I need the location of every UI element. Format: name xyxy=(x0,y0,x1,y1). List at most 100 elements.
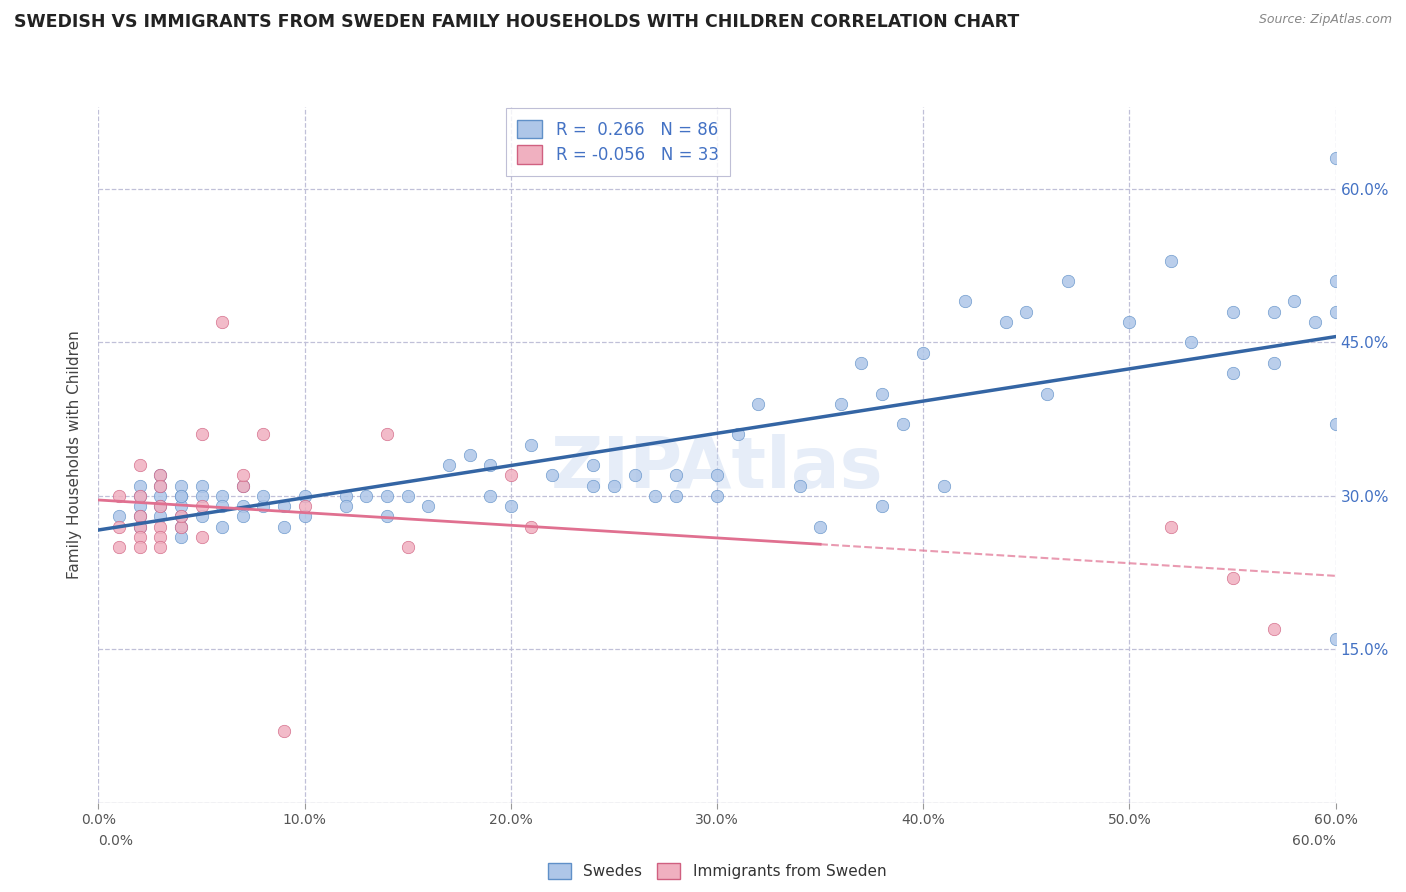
Point xyxy=(232,468,254,483)
Point xyxy=(994,315,1017,329)
Point xyxy=(870,386,893,401)
Point xyxy=(912,345,935,359)
Point xyxy=(1263,304,1285,318)
Point xyxy=(830,397,852,411)
Point xyxy=(1263,356,1285,370)
Point xyxy=(1118,315,1140,329)
Point xyxy=(375,509,398,524)
Point xyxy=(128,519,150,533)
Point xyxy=(603,478,626,492)
Point xyxy=(541,468,564,483)
Point xyxy=(211,519,233,533)
Point xyxy=(582,458,605,472)
Point xyxy=(1324,304,1347,318)
Point xyxy=(128,478,150,492)
Point xyxy=(190,478,212,492)
Point xyxy=(499,499,522,513)
Point xyxy=(1324,274,1347,288)
Point xyxy=(170,489,193,503)
Point xyxy=(1303,315,1326,329)
Point xyxy=(1324,632,1347,646)
Point xyxy=(1160,253,1182,268)
Point xyxy=(375,427,398,442)
Point xyxy=(851,356,873,370)
Point xyxy=(1222,366,1244,380)
Point xyxy=(665,489,688,503)
Point xyxy=(211,499,233,513)
Point xyxy=(1015,304,1038,318)
Point xyxy=(128,540,150,554)
Point xyxy=(149,509,172,524)
Point xyxy=(128,530,150,544)
Point xyxy=(190,499,212,513)
Text: ZIPAtlas: ZIPAtlas xyxy=(551,434,883,503)
Point xyxy=(170,489,193,503)
Point xyxy=(356,489,378,503)
Point xyxy=(149,540,172,554)
Point xyxy=(149,499,172,513)
Point xyxy=(437,458,460,472)
Point xyxy=(128,509,150,524)
Point xyxy=(149,478,172,492)
Point xyxy=(747,397,769,411)
Point xyxy=(458,448,481,462)
Point xyxy=(232,478,254,492)
Point xyxy=(1160,519,1182,533)
Point xyxy=(190,509,212,524)
Point xyxy=(953,294,976,309)
Text: 0.0%: 0.0% xyxy=(98,834,134,848)
Point xyxy=(335,499,357,513)
Point xyxy=(170,530,193,544)
Point xyxy=(335,489,357,503)
Point xyxy=(1284,294,1306,309)
Point xyxy=(190,489,212,503)
Point xyxy=(273,519,295,533)
Point xyxy=(128,509,150,524)
Point xyxy=(149,530,172,544)
Point xyxy=(706,489,728,503)
Point xyxy=(252,489,274,503)
Point xyxy=(665,468,688,483)
Point xyxy=(128,519,150,533)
Point xyxy=(108,540,131,554)
Point xyxy=(128,499,150,513)
Point xyxy=(1324,417,1347,432)
Point xyxy=(375,489,398,503)
Point xyxy=(252,499,274,513)
Point xyxy=(149,468,172,483)
Point xyxy=(170,519,193,533)
Point xyxy=(128,489,150,503)
Point xyxy=(149,499,172,513)
Point xyxy=(706,468,728,483)
Point xyxy=(149,478,172,492)
Point xyxy=(932,478,955,492)
Point xyxy=(396,540,419,554)
Point xyxy=(232,509,254,524)
Point xyxy=(232,478,254,492)
Point xyxy=(273,499,295,513)
Point xyxy=(170,509,193,524)
Point xyxy=(190,427,212,442)
Point xyxy=(520,519,543,533)
Point xyxy=(1222,304,1244,318)
Point xyxy=(1324,151,1347,165)
Point xyxy=(623,468,645,483)
Point xyxy=(294,489,316,503)
Legend: Swedes, Immigrants from Sweden: Swedes, Immigrants from Sweden xyxy=(541,856,893,886)
Point xyxy=(149,468,172,483)
Point xyxy=(418,499,440,513)
Point xyxy=(891,417,914,432)
Point xyxy=(252,427,274,442)
Y-axis label: Family Households with Children: Family Households with Children xyxy=(67,331,83,579)
Point xyxy=(149,489,172,503)
Point xyxy=(520,438,543,452)
Point xyxy=(1036,386,1059,401)
Point xyxy=(170,499,193,513)
Point xyxy=(1263,622,1285,636)
Point xyxy=(170,478,193,492)
Point xyxy=(808,519,831,533)
Point xyxy=(1222,571,1244,585)
Text: Source: ZipAtlas.com: Source: ZipAtlas.com xyxy=(1258,13,1392,27)
Point xyxy=(396,489,419,503)
Point xyxy=(108,489,131,503)
